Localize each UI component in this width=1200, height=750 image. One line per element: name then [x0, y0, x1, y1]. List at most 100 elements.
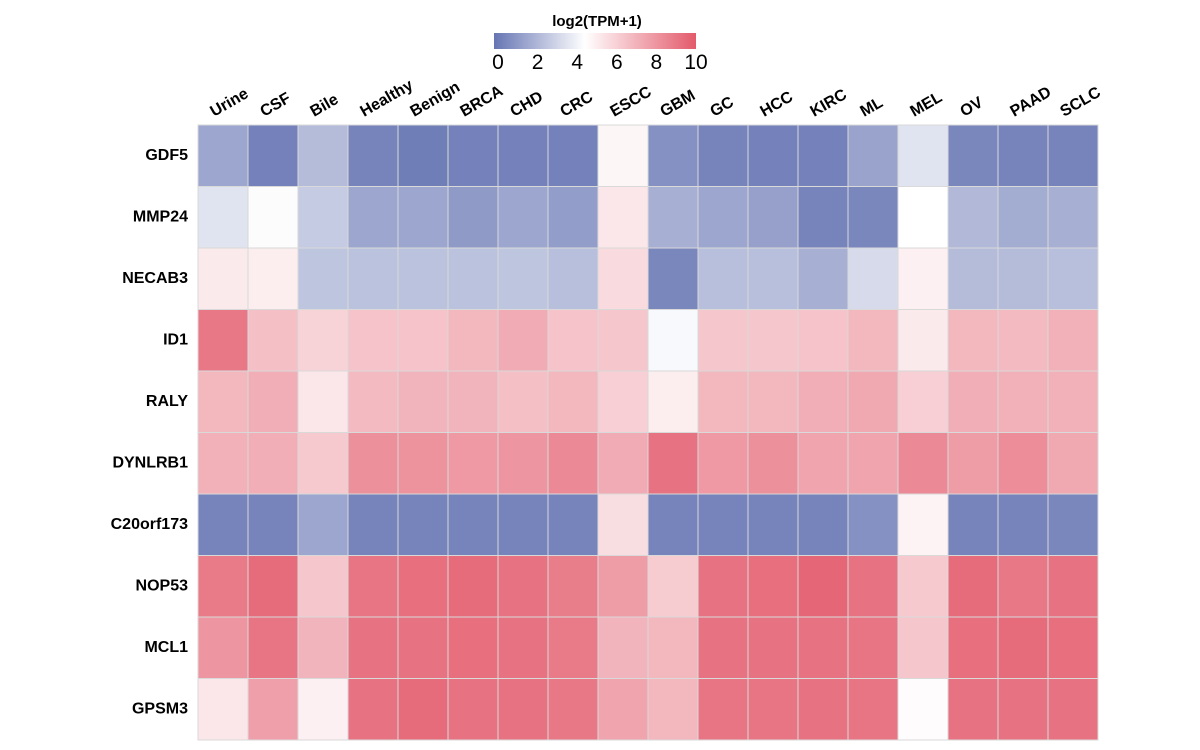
heatmap-cell	[697, 186, 749, 249]
heatmap-cell	[947, 616, 999, 679]
heatmap-cells	[197, 124, 1099, 741]
heatmap-cell	[297, 555, 349, 618]
heatmap-cell	[347, 124, 399, 187]
heatmap-cell	[797, 616, 849, 679]
heatmap-cell	[497, 432, 549, 495]
row-labels: GDF5 MMP24 NECAB3 ID1 RALY DYNLRB1 C20orf173 NO…	[111, 147, 189, 718]
heatmap-cell	[297, 124, 349, 187]
heatmap-cell	[547, 124, 599, 187]
heatmap-cell	[1047, 124, 1099, 187]
heatmap-cell	[697, 493, 749, 556]
heatmap-cell	[597, 555, 649, 618]
heatmap-cell	[897, 432, 949, 495]
heatmap-cell	[997, 309, 1049, 372]
row-label: ID1	[163, 331, 188, 348]
heatmap-cell	[697, 124, 749, 187]
heatmap-cell	[397, 247, 449, 310]
heatmap-cell	[297, 309, 349, 372]
heatmap-cell	[197, 124, 249, 187]
heatmap-cell	[447, 555, 499, 618]
column-label: KIRC	[808, 86, 851, 120]
heatmap-cell	[897, 678, 949, 741]
column-label: CSF	[258, 90, 294, 121]
heatmap-cell	[647, 678, 699, 741]
heatmap-cell	[847, 370, 899, 433]
heatmap-cell	[897, 493, 949, 556]
heatmap-cell	[797, 432, 849, 495]
column-label: Healthy	[358, 77, 417, 121]
column-label: Bile	[308, 91, 342, 120]
heatmap-cell	[897, 370, 949, 433]
heatmap-cell	[847, 124, 899, 187]
heatmap-cell	[597, 370, 649, 433]
heatmap-cell	[1047, 309, 1099, 372]
heatmap-cell	[347, 309, 399, 372]
heatmap-cell	[297, 370, 349, 433]
heatmap-cell	[997, 370, 1049, 433]
heatmap-cell	[897, 555, 949, 618]
row-label: RALY	[146, 393, 188, 410]
heatmap-cell	[747, 370, 799, 433]
heatmap-cell	[497, 186, 549, 249]
heatmap-cell	[397, 432, 449, 495]
heatmap-cell	[447, 247, 499, 310]
heatmap-cell	[847, 247, 899, 310]
heatmap-cell	[997, 247, 1049, 310]
heatmap-cell	[647, 247, 699, 310]
heatmap-cell	[647, 555, 699, 618]
heatmap-cell	[347, 678, 399, 741]
heatmap-cell	[547, 432, 599, 495]
heatmap-cell	[797, 309, 849, 372]
heatmap-cell	[297, 247, 349, 310]
heatmap-cell	[197, 186, 249, 249]
heatmap-cell	[647, 616, 699, 679]
heatmap-cell	[597, 678, 649, 741]
heatmap-cell	[397, 678, 449, 741]
heatmap-cell	[447, 616, 499, 679]
heatmap-cell	[897, 309, 949, 372]
row-label: C20orf173	[111, 516, 188, 533]
heatmap-cell	[747, 432, 799, 495]
heatmap-cell	[197, 555, 249, 618]
heatmap-cell	[547, 555, 599, 618]
heatmap-cell	[647, 309, 699, 372]
heatmap-cell	[247, 309, 299, 372]
heatmap-cell	[447, 493, 499, 556]
heatmap-cell	[697, 678, 749, 741]
heatmap-cell	[497, 555, 549, 618]
heatmap-cell	[247, 186, 299, 249]
heatmap-cell	[197, 432, 249, 495]
heatmap-cell	[497, 370, 549, 433]
heatmap-cell	[497, 247, 549, 310]
heatmap-cell	[297, 678, 349, 741]
colorbar-tick-label: 10	[684, 51, 707, 74]
heatmap-cell	[797, 370, 849, 433]
heatmap-cell	[847, 432, 899, 495]
column-label: CHD	[508, 88, 547, 120]
column-label: GBM	[658, 87, 699, 120]
heatmap-cell	[497, 678, 549, 741]
heatmap-cell	[1047, 616, 1099, 679]
heatmap-cell	[797, 124, 849, 187]
heatmap-cell	[597, 432, 649, 495]
heatmap-cell	[597, 309, 649, 372]
heatmap-cell	[347, 432, 399, 495]
heatmap-cell	[747, 555, 799, 618]
heatmap-cell	[747, 247, 799, 310]
column-label: SCLC	[1058, 84, 1105, 121]
heatmap-cell	[197, 309, 249, 372]
heatmap-cell	[1047, 678, 1099, 741]
heatmap-cell	[197, 247, 249, 310]
heatmap-cell	[697, 616, 749, 679]
row-label: MCL1	[144, 639, 188, 656]
heatmap-cell	[347, 493, 399, 556]
heatmap-cell	[247, 616, 299, 679]
heatmap-cell	[797, 186, 849, 249]
heatmap-cell	[247, 493, 299, 556]
row-label: DYNLRB1	[112, 454, 188, 471]
heatmap-cell	[297, 616, 349, 679]
heatmap-cell	[247, 124, 299, 187]
heatmap-cell	[347, 186, 399, 249]
heatmap-cell	[247, 247, 299, 310]
